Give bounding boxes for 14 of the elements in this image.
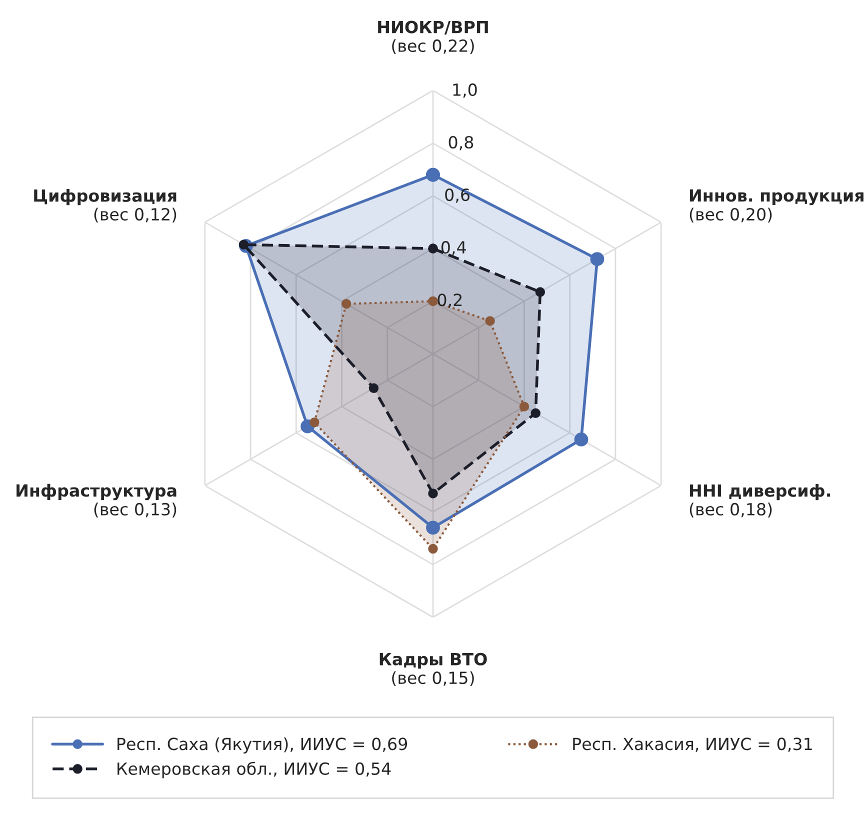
y-tick-label: 0,2 (438, 294, 462, 308)
legend-label: Респ. Хакасия, ИИУС = 0,31 (573, 738, 812, 752)
y-tick-label: 1,0 (453, 83, 477, 98)
spoke-label: HHI диверсиф. (вес 0,18) (690, 484, 830, 518)
spoke-label: Цифровизация (вес 0,12) (34, 189, 176, 223)
legend-label: Респ. Саха (Якутия), ИИУС = 0,69 (118, 737, 408, 754)
y-tick-label: 0,8 (448, 136, 474, 150)
spoke-label: Иннов. продукция (вес 0,20) (690, 189, 864, 223)
spoke-label: Кадры ВТО (вес 0,15) (380, 652, 487, 686)
spoke-label: Инфраструктура (вес 0,13) (16, 484, 176, 518)
y-tick-label: 0,6 (445, 188, 470, 203)
spoke-label: НИОКР/ВРП (вес 0,22) (378, 20, 488, 54)
y-tick-label: 0,4 (441, 241, 466, 256)
legend-label: Кемеровская обл., ИИУС = 0,54 (118, 762, 391, 778)
